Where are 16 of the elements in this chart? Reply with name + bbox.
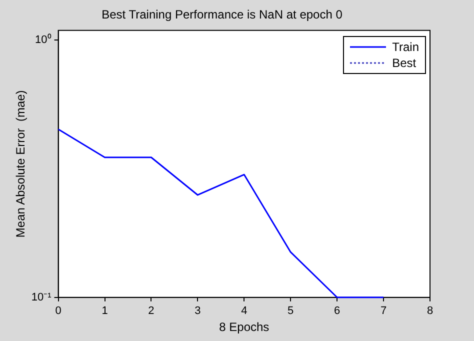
y-tick-label: 10⁻¹ xyxy=(31,291,52,304)
legend-label: Train xyxy=(392,40,419,54)
x-axis-title: 8 Epochs xyxy=(219,320,270,334)
x-tick-label: 8 xyxy=(426,305,434,318)
y-tick-label: 10⁰ xyxy=(35,33,52,46)
x-tick-label: 1 xyxy=(102,305,108,318)
x-tick-label: 5 xyxy=(288,305,294,318)
x-tick-label: 4 xyxy=(241,305,248,318)
x-tick-label: 2 xyxy=(148,305,154,318)
x-tick-label: 7 xyxy=(380,305,387,318)
y-axis-title: Mean Absolute Error (mae) xyxy=(14,90,28,238)
x-tick-label: 0 xyxy=(55,305,62,318)
legend-label: Best xyxy=(392,56,416,70)
chart-title: Best Training Performance is NaN at epoch 0 xyxy=(102,8,343,22)
x-tick-label: 6 xyxy=(334,305,340,318)
x-tick-label: 3 xyxy=(194,305,201,318)
